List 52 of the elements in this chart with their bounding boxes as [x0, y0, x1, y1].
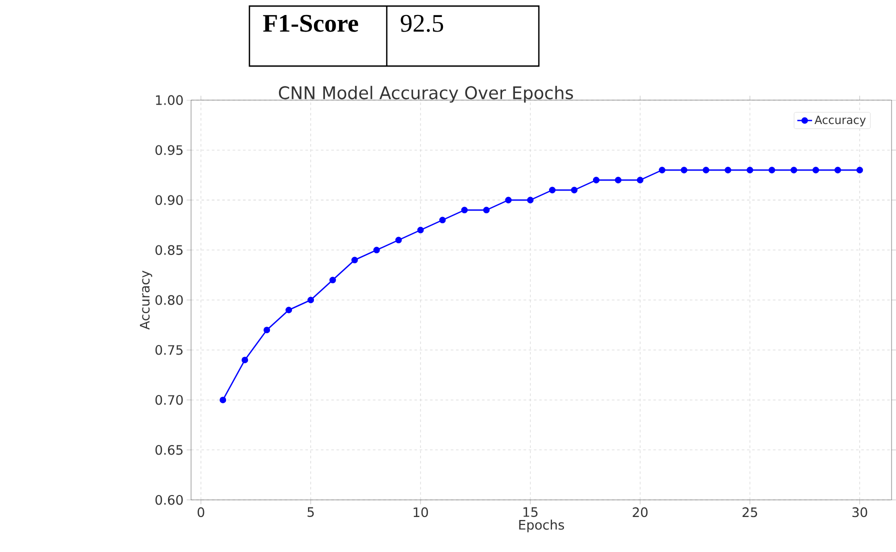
point — [834, 166, 842, 174]
point — [746, 166, 754, 174]
x-tick-label: 10 — [414, 507, 428, 518]
point — [527, 196, 534, 204]
point — [439, 216, 446, 224]
point — [614, 176, 622, 184]
x-tick-label: 20 — [632, 507, 648, 518]
point — [790, 166, 798, 174]
point — [373, 246, 380, 254]
point — [351, 256, 358, 264]
point — [549, 186, 556, 194]
point — [724, 166, 732, 174]
y-tick-label: 0.75 — [155, 345, 183, 355]
y-axis-title: Accuracy — [140, 270, 152, 330]
point — [242, 356, 248, 364]
y-tick-label: 0.95 — [155, 145, 183, 156]
point — [702, 166, 710, 174]
text: 92.5 — [400, 15, 444, 32]
point — [286, 306, 292, 314]
point — [680, 166, 688, 174]
point — [505, 196, 512, 204]
point — [307, 296, 314, 304]
x-tick-label: 0 — [198, 507, 204, 518]
point — [329, 276, 336, 284]
point — [264, 326, 270, 334]
x-axis-title: Epochs — [519, 520, 564, 532]
chart-title: CNN Model Accuracy Over Epochs — [278, 86, 573, 103]
y-tick-label: 0.70 — [155, 395, 183, 405]
y-tick-label: 0.85 — [155, 245, 183, 256]
y-tick-label: 1.00 — [156, 95, 183, 106]
point — [592, 176, 600, 184]
point — [417, 226, 424, 234]
x-tick-label: 30 — [852, 507, 868, 518]
point — [483, 206, 490, 214]
point — [658, 166, 666, 174]
point — [220, 396, 226, 404]
y-tick-label: 0.90 — [155, 195, 183, 206]
point — [856, 166, 863, 174]
legend-label: Accuracy — [814, 116, 866, 126]
point — [570, 186, 578, 194]
x-tick-label: 25 — [742, 507, 758, 518]
x-tick-label: 15 — [523, 507, 538, 518]
point — [636, 176, 644, 184]
y-tick-label: 0.80 — [155, 295, 183, 305]
point — [395, 236, 402, 244]
point — [768, 166, 776, 174]
text: F1-Score — [263, 15, 358, 32]
point — [812, 166, 820, 174]
y-tick-label: 0.60 — [155, 495, 183, 505]
y-tick-label: 0.65 — [155, 445, 183, 455]
point — [461, 206, 468, 214]
x-tick-label: 5 — [308, 507, 314, 518]
